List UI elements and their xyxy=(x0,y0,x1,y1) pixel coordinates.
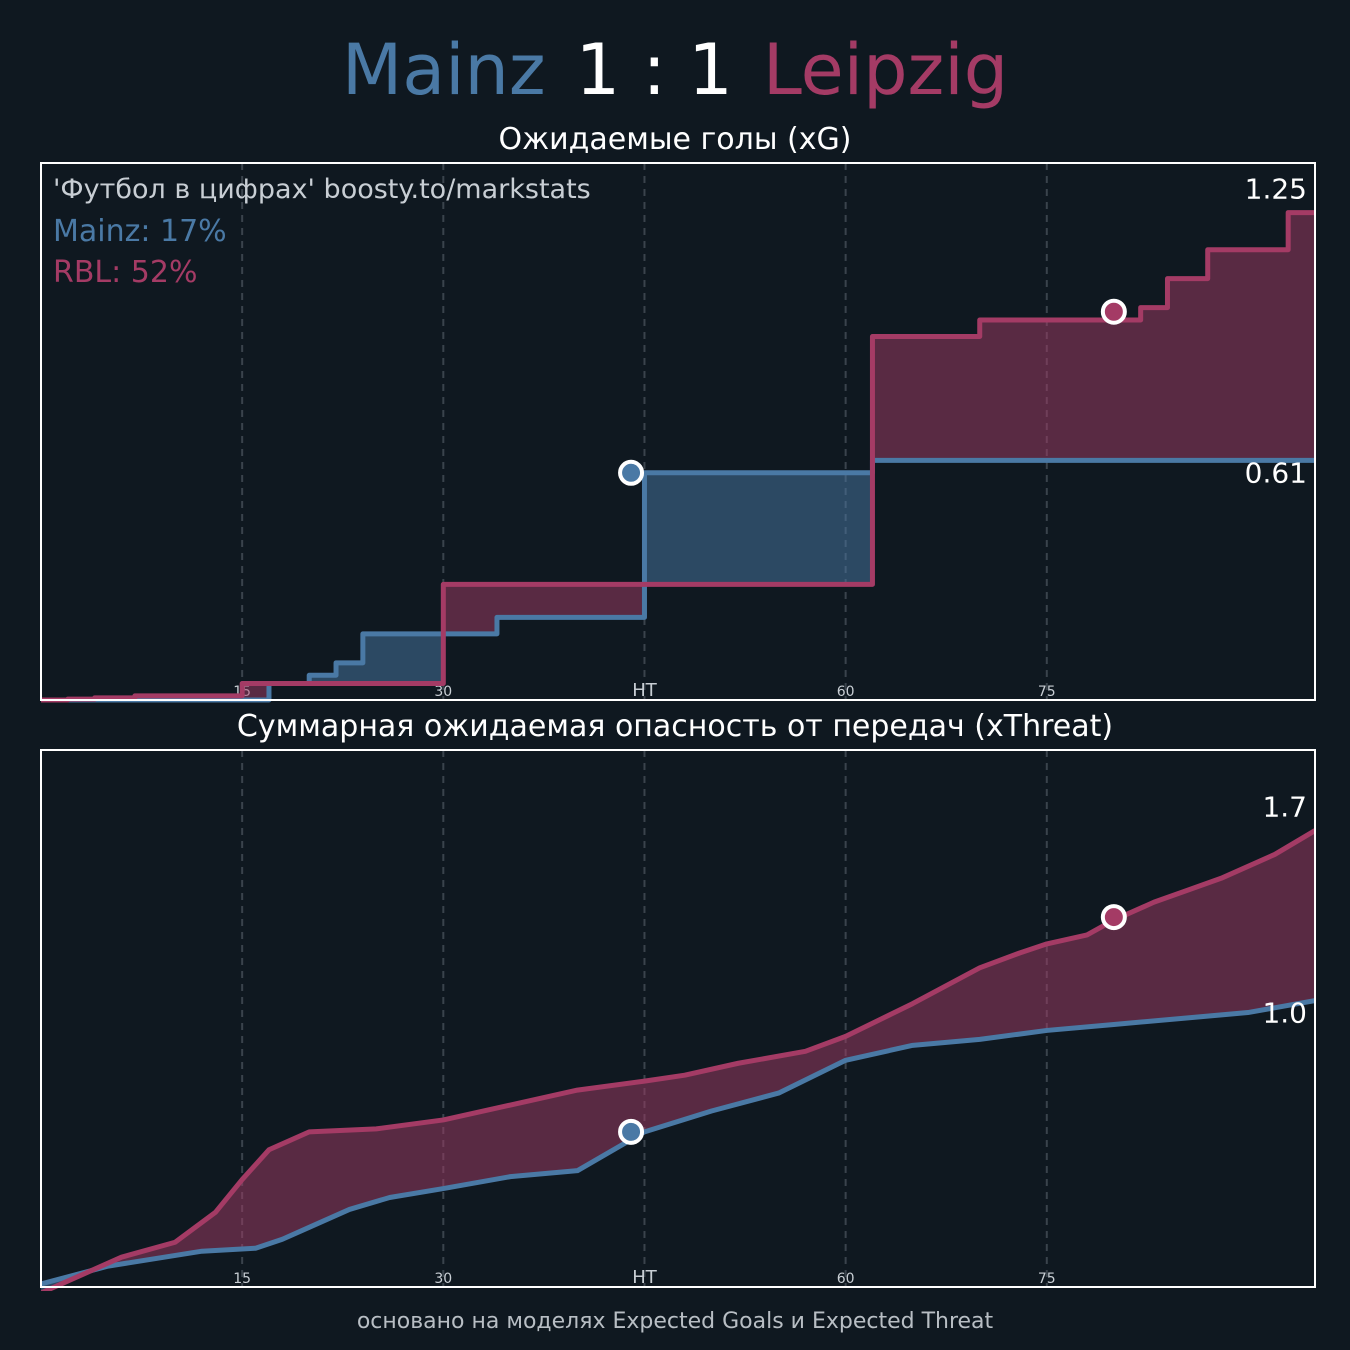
home-team-name: Mainz xyxy=(341,29,546,111)
difference-area xyxy=(872,212,1315,461)
series-line-rbl xyxy=(41,210,1315,703)
goal-marker-mainz xyxy=(618,459,645,486)
difference-fill xyxy=(41,830,1315,1291)
x-tick-label: 30 xyxy=(434,1271,452,1287)
home-final-value: 1.0 xyxy=(1262,997,1307,1030)
difference-area xyxy=(91,830,1315,1271)
xthreat-chart: 15 30 HT 60 75 1.7 1.0 xyxy=(40,749,1316,1291)
goal-marker-rbl xyxy=(1100,904,1127,931)
x-tick-label: HT xyxy=(632,1267,658,1288)
x-tick-label: HT xyxy=(632,680,658,701)
chart-frame xyxy=(40,162,1316,701)
difference-area xyxy=(443,472,645,634)
home-final-value: 0.61 xyxy=(1245,456,1307,489)
xg-chart-title: Ожидаемые голы (xG) xyxy=(498,122,852,157)
x-tick-label: 60 xyxy=(837,684,855,700)
goal-marker-rbl xyxy=(1100,298,1127,325)
x-tick-label: 60 xyxy=(837,1271,855,1287)
goal-marker-mainz xyxy=(618,1118,645,1145)
difference-area xyxy=(644,336,873,585)
match-header: Mainz 1 : 1 Leipzig xyxy=(0,28,1350,112)
x-tick-label: 75 xyxy=(1038,1271,1056,1287)
legend-entry: Mainz: 17% xyxy=(53,214,227,249)
x-tick-label: 75 xyxy=(1038,684,1056,700)
x-tick-label: 30 xyxy=(434,684,452,700)
series-line-mainz xyxy=(41,998,1315,1287)
watermark: 'Футбол в цифрах' boosty.to/markstats xyxy=(53,174,591,205)
away-team-name: Leipzig xyxy=(762,29,1009,111)
footer-note: основано на моделях Expected Goals и Exp… xyxy=(356,1309,994,1334)
x-tick-label: 15 xyxy=(233,1271,251,1287)
legend-entry: RBL: 52% xyxy=(53,255,197,290)
match-score: 1 : 1 xyxy=(575,29,733,111)
chart-frame xyxy=(40,749,1316,1288)
difference-fill xyxy=(41,212,1315,700)
xthreat-chart-title: Суммарная ожидаемая опасность от передач… xyxy=(236,709,1114,744)
away-final-value: 1.25 xyxy=(1245,173,1307,206)
away-final-value: 1.7 xyxy=(1262,791,1307,824)
